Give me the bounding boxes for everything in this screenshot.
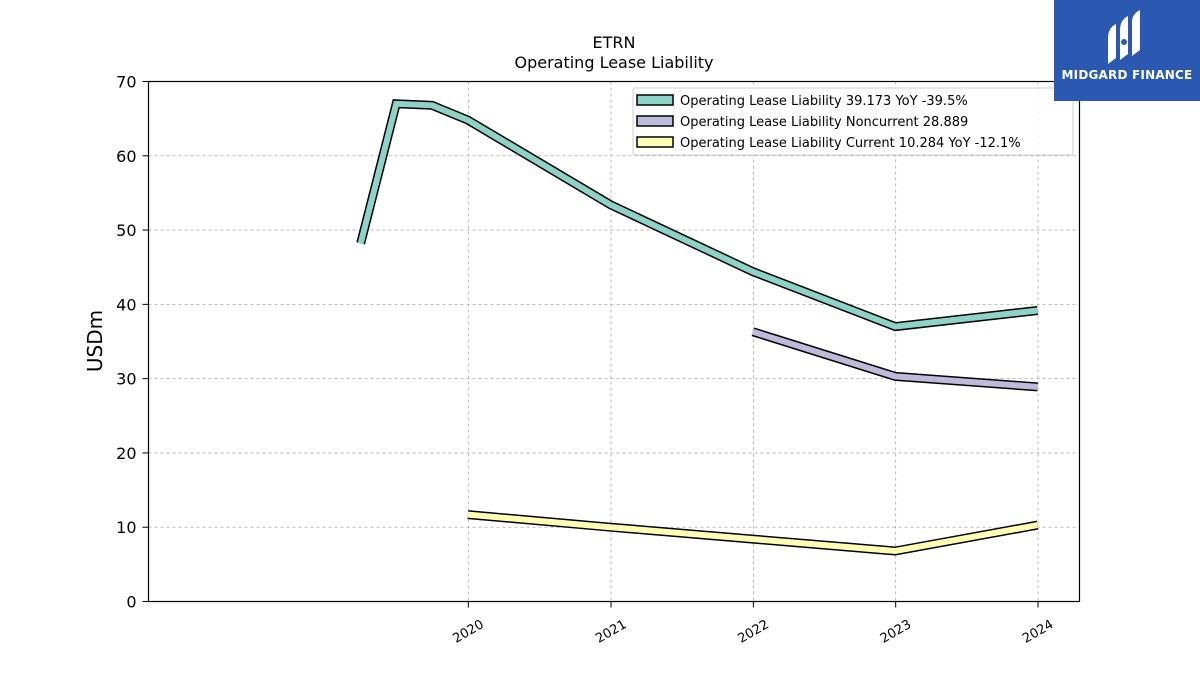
midgard-logo-icon: [1108, 10, 1140, 64]
x-tick-label: 2020: [450, 617, 486, 647]
legend-label: Operating Lease Liability Current 10.284…: [680, 136, 1021, 151]
series-line-fill: [467, 511, 1039, 555]
legend-label: Operating Lease Liability 39.173 YoY -39…: [680, 94, 968, 109]
legend-swatch: [636, 94, 674, 106]
x-tick-label: 2024: [1020, 617, 1056, 647]
y-tick-label: 60: [116, 147, 136, 166]
y-tick-label: 70: [116, 73, 136, 92]
chart-subtitle: Operating Lease Liability: [514, 53, 713, 72]
y-tick-label: 0: [126, 593, 136, 612]
x-tick-label: 2023: [878, 617, 914, 647]
x-tick-label: 2021: [593, 617, 629, 647]
y-tick-label: 30: [116, 370, 136, 389]
series-line: [467, 510, 1039, 556]
legend-label: Operating Lease Liability Noncurrent 28.…: [680, 115, 968, 130]
x-tick-label: 2022: [736, 617, 772, 647]
series-line-fill: [752, 328, 1038, 390]
legend-swatch: [636, 136, 674, 148]
y-tick-label: 50: [116, 221, 136, 240]
logo: MIDGARD FINANCE: [1054, 0, 1200, 101]
chart-title: ETRN: [593, 33, 636, 52]
y-tick-label: 10: [116, 518, 136, 537]
logo-text: MIDGARD FINANCE: [1061, 68, 1193, 82]
legend: Operating Lease Liability 39.173 YoY -39…: [632, 87, 1074, 156]
series-line-fill: [357, 100, 1038, 330]
y-tick-label: 20: [116, 444, 136, 463]
y-tick-label: 40: [116, 295, 136, 314]
series-line: [356, 99, 1039, 332]
legend-box: [632, 87, 1074, 156]
legend-swatch: [636, 115, 674, 127]
y-axis-label: USDm: [83, 310, 107, 372]
axes: 0 10 20 30 40 50 60 70 2020 2021 2022 2023 2024: [116, 73, 1056, 647]
series-layer: [356, 99, 1039, 556]
plot-frame: [147, 80, 1081, 603]
series-line: [751, 327, 1038, 392]
